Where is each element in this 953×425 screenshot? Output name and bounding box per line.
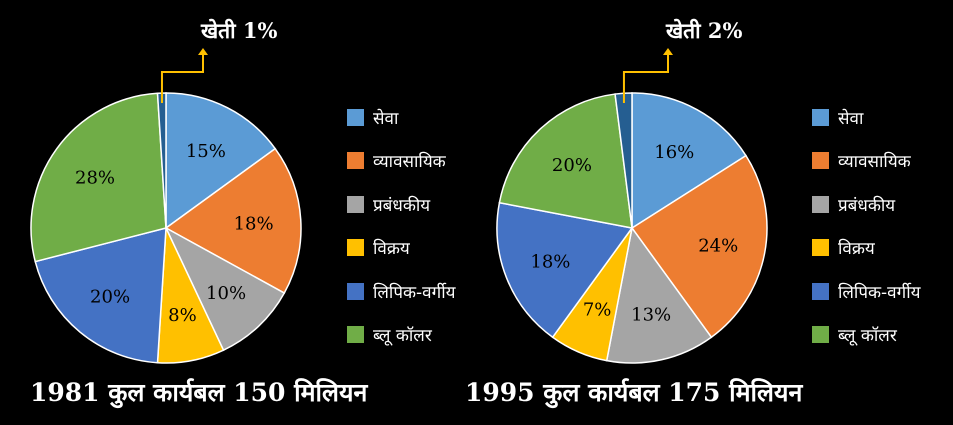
slice-data-label: 20%: [552, 155, 592, 176]
chart-title-1995: 1995 कुल कार्यबल 175 मिलियन: [465, 378, 803, 407]
slice-data-label: 16%: [654, 142, 694, 163]
pie-chart-1981: 15% 18% 10% 8% 20% 28%: [30, 92, 302, 364]
legend-label: व्यावसायिक: [838, 152, 911, 172]
legend-item: विक्रय: [347, 235, 455, 261]
legend-label: ब्लू कॉलर: [373, 326, 432, 346]
slice-data-label: 8%: [168, 305, 197, 326]
callout-leader-line: [160, 54, 204, 103]
slice-data-label: 24%: [698, 235, 738, 256]
legend-item: लिपिक-वर्गीय: [347, 278, 455, 304]
legend-label: सेवा: [838, 108, 864, 129]
legend-swatch: [812, 326, 829, 343]
callout-lines: [160, 48, 673, 103]
slice-data-label: 7%: [583, 300, 612, 321]
legend-item: सेवा: [812, 104, 920, 130]
pie-slice-1: [630, 154, 768, 339]
legend-1995: सेवा व्यावसायिक प्रबंधकीय विक्रय लिपिक-वर्गी…: [812, 104, 920, 365]
legend-item: सेवा: [347, 104, 455, 130]
legend-label: लिपिक-वर्गीय: [838, 282, 921, 303]
legend-label: ब्लू कॉलर: [838, 326, 897, 346]
pie-slice-2: [605, 226, 713, 364]
callout-arrowhead: [663, 48, 673, 55]
legend-item: ब्लू कॉलर: [812, 322, 920, 348]
legend-swatch: [812, 239, 829, 256]
legend-label: प्रबंधकीय: [838, 195, 896, 216]
legend-item: विक्रय: [812, 235, 920, 261]
pie-slice-4: [34, 227, 167, 364]
legend-item: ब्लू कॉलर: [347, 322, 455, 348]
legend-swatch: [347, 239, 364, 256]
callout-label-1981: खेती 1%: [201, 17, 277, 45]
pie-slice-0: [631, 92, 748, 230]
pie-slice-2: [164, 226, 286, 352]
legend-swatch: [812, 195, 829, 213]
legend-swatch: [347, 152, 364, 169]
pie-slice-0: [165, 92, 277, 230]
legend-label: प्रबंधकीय: [373, 195, 431, 216]
legend-item: प्रबंधकीय: [812, 191, 920, 217]
slice-data-label: 15%: [186, 141, 226, 162]
legend-swatch: [347, 282, 364, 300]
pie-slice-1: [164, 147, 302, 295]
pie-slice-5: [498, 93, 633, 229]
legend-swatch: [812, 282, 829, 300]
callout-arrowhead: [198, 48, 208, 55]
legend-item: व्यावसायिक: [347, 148, 455, 174]
callout-value: 2%: [707, 18, 743, 43]
legend-swatch: [812, 108, 829, 126]
callout-category: खेती: [666, 18, 701, 43]
legend-swatch: [347, 326, 364, 343]
legend-label: सेवा: [373, 108, 399, 129]
legend-1981: सेवा व्यावसायिक प्रबंधकीय विक्रय लिपिक-वर्गी…: [347, 104, 455, 365]
legend-label: लिपिक-वर्गीय: [373, 282, 456, 303]
legend-label: विक्रय: [373, 239, 410, 259]
callout-category: खेती: [201, 18, 236, 43]
legend-swatch: [347, 195, 364, 213]
legend-label: व्यावसायिक: [373, 152, 446, 172]
legend-item: व्यावसायिक: [812, 148, 920, 174]
legend-swatch: [812, 152, 829, 169]
pie-slice-4: [496, 201, 634, 339]
legend-swatch: [347, 108, 364, 126]
legend-label: विक्रय: [838, 239, 875, 259]
chart-title-1981: 1981 कुल कार्यबल 150 मिलियन: [30, 378, 368, 407]
callout-label-1995: खेती 2%: [666, 17, 742, 45]
legend-item: लिपिक-वर्गीय: [812, 278, 920, 304]
callout-leader-line: [622, 54, 669, 103]
slice-data-label: 20%: [90, 287, 130, 308]
slice-data-label: 18%: [234, 213, 274, 234]
callout-value: 1%: [242, 18, 278, 43]
slice-data-label: 18%: [530, 251, 570, 272]
pie-chart-1995: 16% 24% 13% 7% 18% 20%: [496, 92, 768, 364]
slice-data-label: 13%: [631, 305, 671, 326]
pie-slice-5: [30, 92, 167, 263]
slice-data-label: 28%: [75, 167, 115, 188]
legend-item: प्रबंधकीय: [347, 191, 455, 217]
slice-data-label: 10%: [206, 283, 246, 304]
